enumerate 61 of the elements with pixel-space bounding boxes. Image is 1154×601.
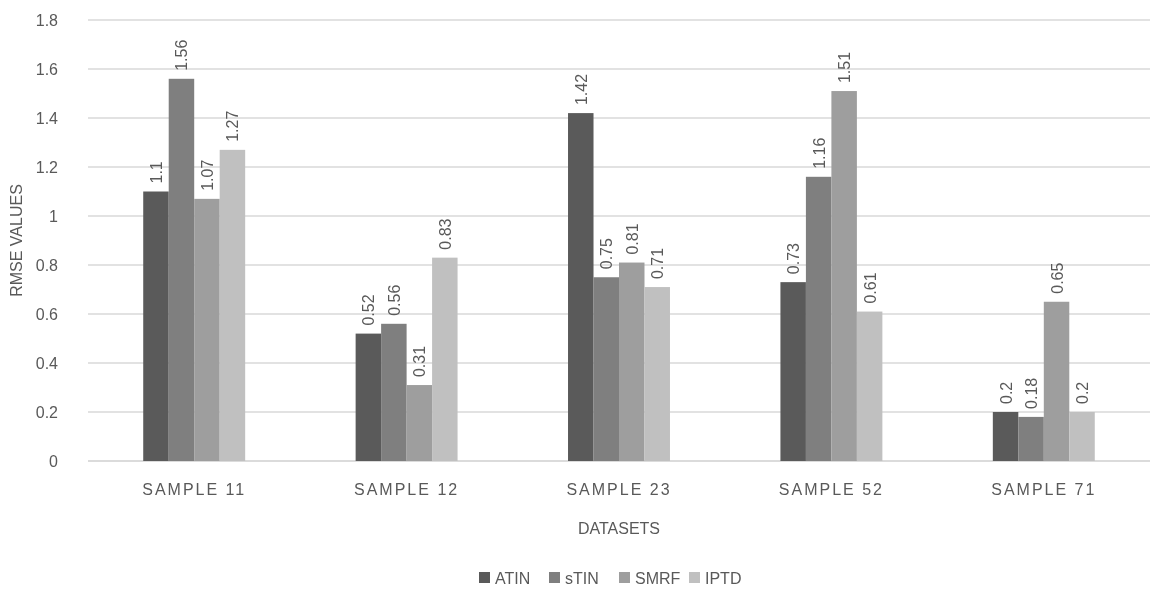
- y-tick-label: 0.4: [35, 354, 59, 372]
- data-label: 1.16: [810, 137, 828, 169]
- legend-label: ATIN: [495, 569, 531, 587]
- data-label: 0.71: [649, 247, 667, 280]
- bar: [406, 385, 433, 461]
- data-label: 0.2: [997, 381, 1015, 404]
- data-label: 0.81: [623, 223, 641, 255]
- x-axis-title: DATASETS: [577, 520, 661, 537]
- bar: [432, 257, 458, 461]
- bar: [1043, 301, 1070, 461]
- y-tick-label: 0.8: [35, 256, 59, 274]
- y-tick-label: 1.2: [35, 158, 59, 176]
- data-label: 0.83: [436, 218, 454, 250]
- bar: [831, 91, 857, 461]
- x-tick-label: SAMPLE 23: [566, 481, 672, 498]
- data-label: 0.31: [411, 345, 429, 378]
- bar: [805, 176, 832, 461]
- bar: [992, 412, 1019, 461]
- y-tick-label: 0.6: [35, 305, 59, 323]
- x-tick-label: SAMPLE 71: [991, 481, 1097, 498]
- bar: [355, 333, 382, 461]
- legend-label: IPTD: [705, 569, 742, 587]
- data-label: 1.42: [572, 73, 590, 106]
- bar: [1018, 416, 1044, 461]
- bar: [168, 78, 195, 461]
- data-label: 0.75: [598, 238, 616, 270]
- legend-label: SMRF: [635, 569, 681, 587]
- y-tick-label: 1.4: [35, 109, 59, 127]
- data-label: 0.18: [1023, 377, 1041, 409]
- y-tick-label: 1.8: [35, 11, 59, 29]
- bar: [780, 282, 806, 461]
- data-label: 1.27: [224, 110, 242, 142]
- bar: [1069, 412, 1095, 461]
- bar: [143, 191, 169, 461]
- y-axis-title: RMSE VALUES: [8, 184, 25, 297]
- y-tick-label: 0: [49, 452, 59, 470]
- bar: [593, 277, 619, 461]
- x-tick-label: SAMPLE 52: [778, 481, 884, 498]
- legend-label: sTIN: [565, 569, 599, 587]
- bar: [568, 113, 594, 461]
- data-label: 0.2: [1074, 381, 1092, 404]
- x-tick-label: SAMPLE 11: [142, 481, 247, 498]
- y-tick-label: 1: [49, 207, 59, 225]
- bar: [219, 149, 246, 461]
- data-label: 0.56: [385, 284, 403, 316]
- bar: [856, 311, 883, 461]
- data-label: 0.73: [785, 242, 803, 275]
- data-label: 0.61: [861, 272, 879, 304]
- bar: [619, 262, 645, 461]
- data-label: 0.52: [360, 294, 378, 326]
- x-tick-label: SAMPLE 12: [354, 481, 460, 498]
- data-label: 1.07: [198, 159, 216, 191]
- bar: [381, 323, 407, 461]
- data-label: 1.51: [836, 51, 854, 84]
- bar: [194, 198, 220, 461]
- y-tick-label: 1.6: [35, 60, 59, 78]
- data-label: 0.65: [1048, 262, 1066, 294]
- bar: [644, 287, 670, 461]
- y-tick-label: 0.2: [35, 403, 59, 421]
- data-label: 1.1: [147, 161, 165, 184]
- data-label: 1.56: [173, 39, 191, 71]
